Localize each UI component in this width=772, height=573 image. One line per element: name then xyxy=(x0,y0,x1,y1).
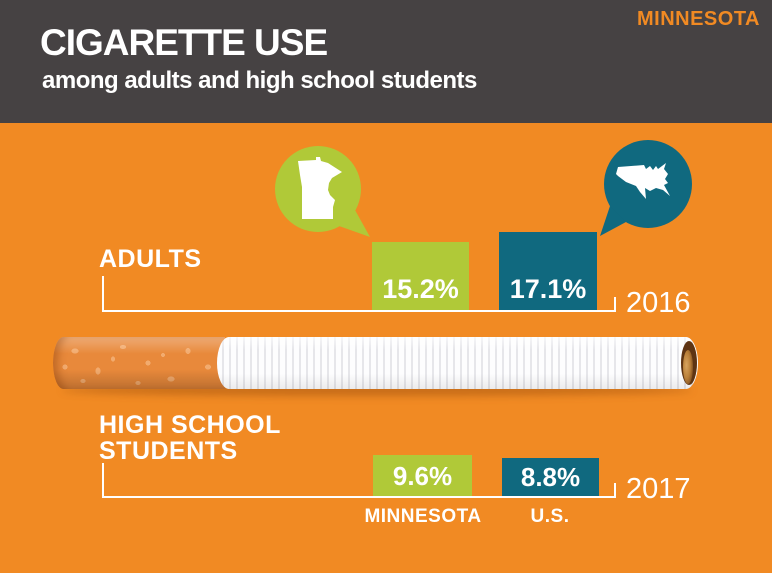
cigarette-tip xyxy=(681,341,697,385)
adults-us-value: 17.1% xyxy=(509,274,587,304)
hs-axis-tick xyxy=(614,483,616,496)
hs-section-label-line2: STUDENTS xyxy=(99,437,238,465)
adults-minnesota-value: 15.2% xyxy=(382,274,459,304)
minnesota-speech-bubble xyxy=(275,146,370,237)
minnesota-state-icon xyxy=(298,157,342,219)
hs-minnesota-bar: 9.6% xyxy=(373,455,472,496)
cigarette-illustration xyxy=(53,337,698,389)
hs-axis-vertical xyxy=(102,463,104,496)
adults-axis-vertical xyxy=(102,276,104,310)
legend-minnesota: MINNESOTA xyxy=(364,506,482,527)
adults-us-bar: 17.1% xyxy=(499,232,597,310)
adults-year-label: 2016 xyxy=(626,287,691,319)
hs-year-label: 2017 xyxy=(626,473,691,505)
legend-us: U.S. xyxy=(530,506,570,527)
hs-section-label: HIGH SCHOOL STUDENTS xyxy=(99,412,281,464)
hs-us-bar: 8.8% xyxy=(502,458,599,496)
cigarette-tobacco xyxy=(683,350,693,384)
hs-section-label-line1: HIGH SCHOOL xyxy=(99,411,281,439)
adults-axis-baseline xyxy=(102,310,616,312)
usa-map-icon xyxy=(616,163,670,199)
hs-minnesota-value: 9.6% xyxy=(392,461,453,491)
us-speech-bubble xyxy=(600,140,692,236)
cigarette-paper xyxy=(217,337,698,389)
cigarette-filter xyxy=(53,337,225,389)
adults-minnesota-bar: 15.2% xyxy=(372,242,469,310)
hs-axis-baseline xyxy=(102,496,616,498)
adults-axis-tick xyxy=(614,297,616,310)
adults-section-label: ADULTS xyxy=(99,245,202,273)
brand-logo-minnesota: MINNESOTA xyxy=(636,8,760,30)
header-band: CIGARETTE USE among adults and high scho… xyxy=(0,0,772,123)
page-title: CIGARETTE USE xyxy=(40,22,328,63)
page-subtitle: among adults and high school students xyxy=(42,67,477,94)
hs-us-value: 8.8% xyxy=(520,462,581,492)
